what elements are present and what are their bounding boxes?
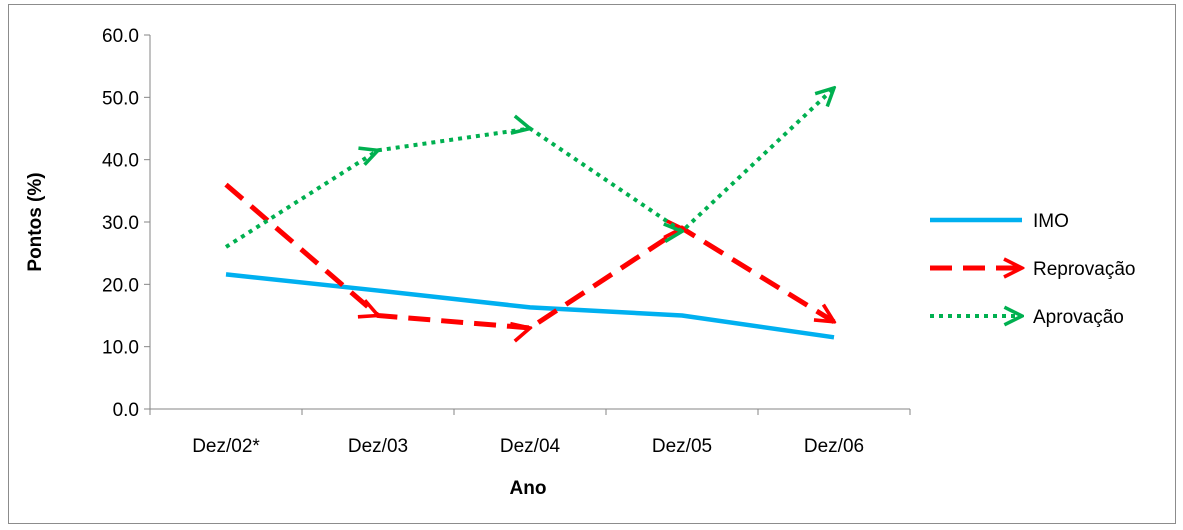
y-tick-label: 0.0 xyxy=(113,400,139,421)
y-tick-label: 40.0 xyxy=(102,151,139,172)
x-axis-title: Ano xyxy=(510,478,547,499)
y-tick-label: 50.0 xyxy=(102,88,139,109)
x-tick-label: Dez/05 xyxy=(652,436,712,457)
y-tick-label: 10.0 xyxy=(102,338,139,359)
legend: IMO Reprovação Aprovação xyxy=(930,211,1135,328)
x-tick-label: Dez/03 xyxy=(348,436,408,457)
x-tick-label: Dez/06 xyxy=(804,436,864,457)
legend-label: Aprovação xyxy=(1033,307,1124,328)
legend-item: IMO xyxy=(930,211,1069,232)
legend-label: Reprovação xyxy=(1033,259,1135,280)
y-tick-label: 60.0 xyxy=(102,26,139,47)
series-line xyxy=(224,182,834,328)
series-reprovação xyxy=(224,182,834,329)
legend-item: Reprovação xyxy=(930,259,1135,280)
axes: 0.0 10.0 20.0 30.0 40.0 50.0 60.0 Dez/02* Dez/03… xyxy=(102,26,911,457)
legend-item: Aprovação xyxy=(930,307,1124,328)
x-tick-label: Dez/02* xyxy=(192,436,260,457)
y-axis-title: Pontos (%) xyxy=(25,172,46,271)
series-aprovação xyxy=(224,88,834,249)
y-tick-label: 20.0 xyxy=(102,275,139,296)
x-tick-label: Dez/04 xyxy=(500,436,561,457)
series-line xyxy=(224,88,834,249)
legend-label: IMO xyxy=(1033,211,1069,232)
y-tick-label: 30.0 xyxy=(102,213,139,234)
series-layer xyxy=(224,88,834,338)
